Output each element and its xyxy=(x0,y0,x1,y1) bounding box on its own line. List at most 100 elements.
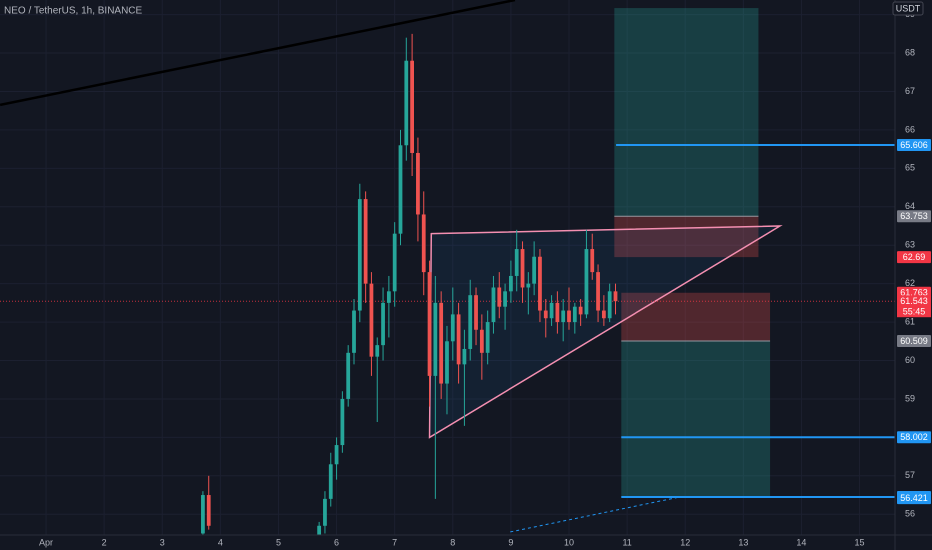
target-zone xyxy=(621,340,771,498)
candle-body xyxy=(381,302,385,346)
x-tick-label: 12 xyxy=(680,537,690,547)
x-tick-label: 8 xyxy=(450,537,455,547)
price-label: 58.002 xyxy=(900,432,928,442)
x-tick-label: 7 xyxy=(392,537,397,547)
candle-body xyxy=(375,345,380,357)
stop-zone xyxy=(614,216,759,258)
candle-body xyxy=(532,256,537,284)
candle-body xyxy=(526,283,531,288)
candle-body xyxy=(346,352,351,399)
candle-body xyxy=(334,445,339,465)
candle-body xyxy=(468,295,473,349)
x-tick-label: 4 xyxy=(218,537,223,547)
plot-area xyxy=(0,0,895,535)
candle-body xyxy=(607,291,612,319)
candle-body xyxy=(386,291,391,303)
candle-body xyxy=(456,314,461,365)
candle-body xyxy=(567,310,571,323)
countdown: 55:45 xyxy=(903,307,926,317)
x-tick-label: 14 xyxy=(796,537,806,547)
candle-body xyxy=(584,249,589,315)
candle-body xyxy=(520,249,525,288)
trend-line xyxy=(510,496,681,533)
price-label-box xyxy=(897,210,931,223)
x-tick-label: 15 xyxy=(855,537,865,547)
candle-body xyxy=(497,287,502,307)
y-tick-label: 62 xyxy=(905,278,915,288)
candle-body xyxy=(572,306,577,323)
candle-body xyxy=(613,291,618,302)
y-tick-label: 63 xyxy=(905,240,915,250)
candle-body xyxy=(549,302,554,319)
x-tick-label: Apr xyxy=(39,537,53,547)
candle-body xyxy=(398,145,403,234)
candle-body xyxy=(421,214,426,273)
x-tick-label: 11 xyxy=(622,537,631,547)
candle-body xyxy=(439,302,444,384)
candle-body xyxy=(404,60,409,146)
candle-body xyxy=(433,302,438,376)
x-tick-label: 10 xyxy=(564,537,574,547)
countdown-box xyxy=(897,306,931,318)
candle-body xyxy=(410,60,414,153)
y-tick-label: 56 xyxy=(905,509,915,519)
candle-body xyxy=(474,295,478,330)
candle-body xyxy=(357,199,362,311)
candle-body xyxy=(596,272,600,311)
price-label: 61.763 xyxy=(900,288,928,298)
y-tick-label: 64 xyxy=(905,201,915,211)
candle-body xyxy=(369,283,374,357)
candle-body xyxy=(340,398,345,446)
candle-body xyxy=(538,256,542,311)
x-tick-label: 3 xyxy=(160,537,165,547)
candle-body xyxy=(491,287,496,323)
y-tick-label: 60 xyxy=(905,355,915,365)
chart-title: NEO / TetherUS, 1h, BINANCE xyxy=(4,6,143,17)
candle-body xyxy=(503,291,507,307)
y-tick-label: 59 xyxy=(905,393,915,403)
candle-body xyxy=(590,249,595,273)
y-tick-label: 61 xyxy=(905,316,915,326)
x-tick-label: 2 xyxy=(102,537,107,547)
price-label-box xyxy=(897,295,931,308)
candle-body xyxy=(543,310,548,319)
candle-body xyxy=(416,152,420,215)
target-zone xyxy=(614,8,759,217)
candle-body xyxy=(514,249,519,276)
candle-body xyxy=(479,329,484,353)
price-label: 63.753 xyxy=(900,211,928,221)
trend-line xyxy=(0,0,516,107)
candle-body xyxy=(201,495,205,534)
price-label-box xyxy=(897,431,931,444)
currency-label: USDT xyxy=(896,3,921,13)
price-label-box xyxy=(897,334,931,347)
candle-body xyxy=(392,233,397,292)
price-label-box xyxy=(897,251,931,264)
candle-body xyxy=(445,341,449,384)
y-tick-label: 66 xyxy=(905,124,915,134)
candle-body xyxy=(485,322,490,353)
currency-box xyxy=(892,1,924,16)
y-tick-label: 57 xyxy=(905,470,915,480)
candle-body xyxy=(578,306,583,315)
candle-body xyxy=(317,525,322,535)
candle-body xyxy=(601,310,606,319)
candle-body xyxy=(363,199,368,284)
candle-body xyxy=(328,464,333,499)
candle-body xyxy=(450,314,455,342)
candle-body xyxy=(323,498,327,526)
price-label: 61.543 xyxy=(900,296,928,306)
candle-body xyxy=(509,275,513,292)
candle-body xyxy=(352,310,356,353)
price-label: 65.606 xyxy=(900,140,928,150)
candle-body xyxy=(462,348,467,365)
price-label: 56.421 xyxy=(900,493,928,503)
candle-body xyxy=(555,302,560,323)
price-label-box xyxy=(897,139,931,152)
candle-body xyxy=(206,495,211,526)
candle-body xyxy=(427,272,432,376)
x-tick-label: 6 xyxy=(334,537,339,547)
price-label: 62.69 xyxy=(903,252,926,262)
stop-zone xyxy=(621,292,771,341)
